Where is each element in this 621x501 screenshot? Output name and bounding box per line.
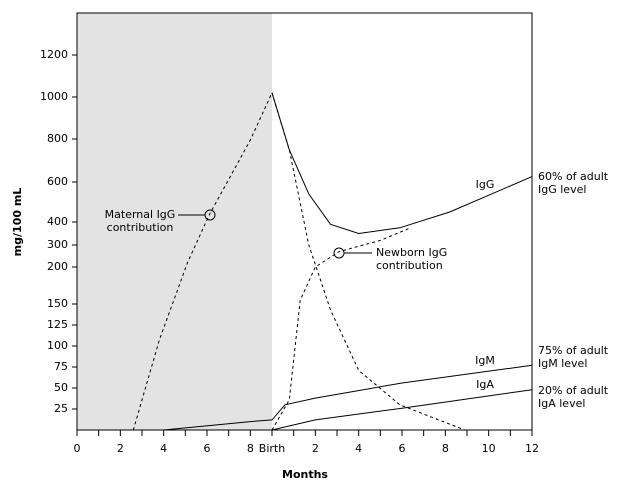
series-line (271, 92, 533, 235)
x-tick-label: 8 (247, 442, 254, 455)
series-label: IgG (476, 178, 495, 191)
y-axis-label: mg/100 mL (11, 188, 24, 257)
x-tick-label: 2 (117, 442, 124, 455)
x-tick-label: 8 (442, 442, 449, 455)
series-line (271, 227, 411, 431)
y-tick-label: 400 (47, 215, 68, 228)
y-tick-label: 1200 (40, 48, 68, 61)
y-tick-label: 50 (54, 381, 68, 394)
annotation: 60% of adult IgG level (538, 170, 609, 196)
x-tick-label: 2 (312, 442, 319, 455)
annotation: Maternal IgG contribution (105, 208, 176, 234)
y-tick-label: 800 (47, 132, 68, 145)
marker (333, 247, 345, 259)
x-tick-label: 4 (160, 442, 167, 455)
x-tick-label: 12 (525, 442, 539, 455)
x-tick-label: Birth (259, 442, 285, 455)
series-line (271, 389, 533, 431)
x-tick-label: 0 (74, 442, 81, 455)
annotation: 20% of adult IgA level (538, 384, 609, 410)
y-tick-label: 125 (47, 318, 68, 331)
series-label: IgA (476, 378, 494, 391)
annotation: Newborn IgG contribution (376, 246, 447, 272)
x-tick-label: 6 (204, 442, 211, 455)
x-tick-label: 6 (399, 442, 406, 455)
x-tick-label: 10 (482, 442, 496, 455)
x-tick-label: 4 (355, 442, 362, 455)
marker (204, 209, 216, 221)
y-tick-label: 25 (54, 402, 68, 415)
series-label: IgM (475, 354, 495, 367)
y-tick-label: 300 (47, 238, 68, 251)
y-tick-label: 100 (47, 339, 68, 352)
prenatal-shade (77, 13, 272, 430)
x-axis-label: Months (282, 468, 328, 481)
y-tick-label: 150 (47, 297, 68, 310)
y-tick-label: 200 (47, 260, 68, 273)
series-line (163, 364, 533, 431)
y-tick-label: 1000 (40, 90, 68, 103)
series-line (132, 91, 465, 431)
y-tick-label: 75 (54, 360, 68, 373)
annotation: 75% of adult IgM level (538, 344, 609, 370)
y-tick-label: 600 (47, 175, 68, 188)
